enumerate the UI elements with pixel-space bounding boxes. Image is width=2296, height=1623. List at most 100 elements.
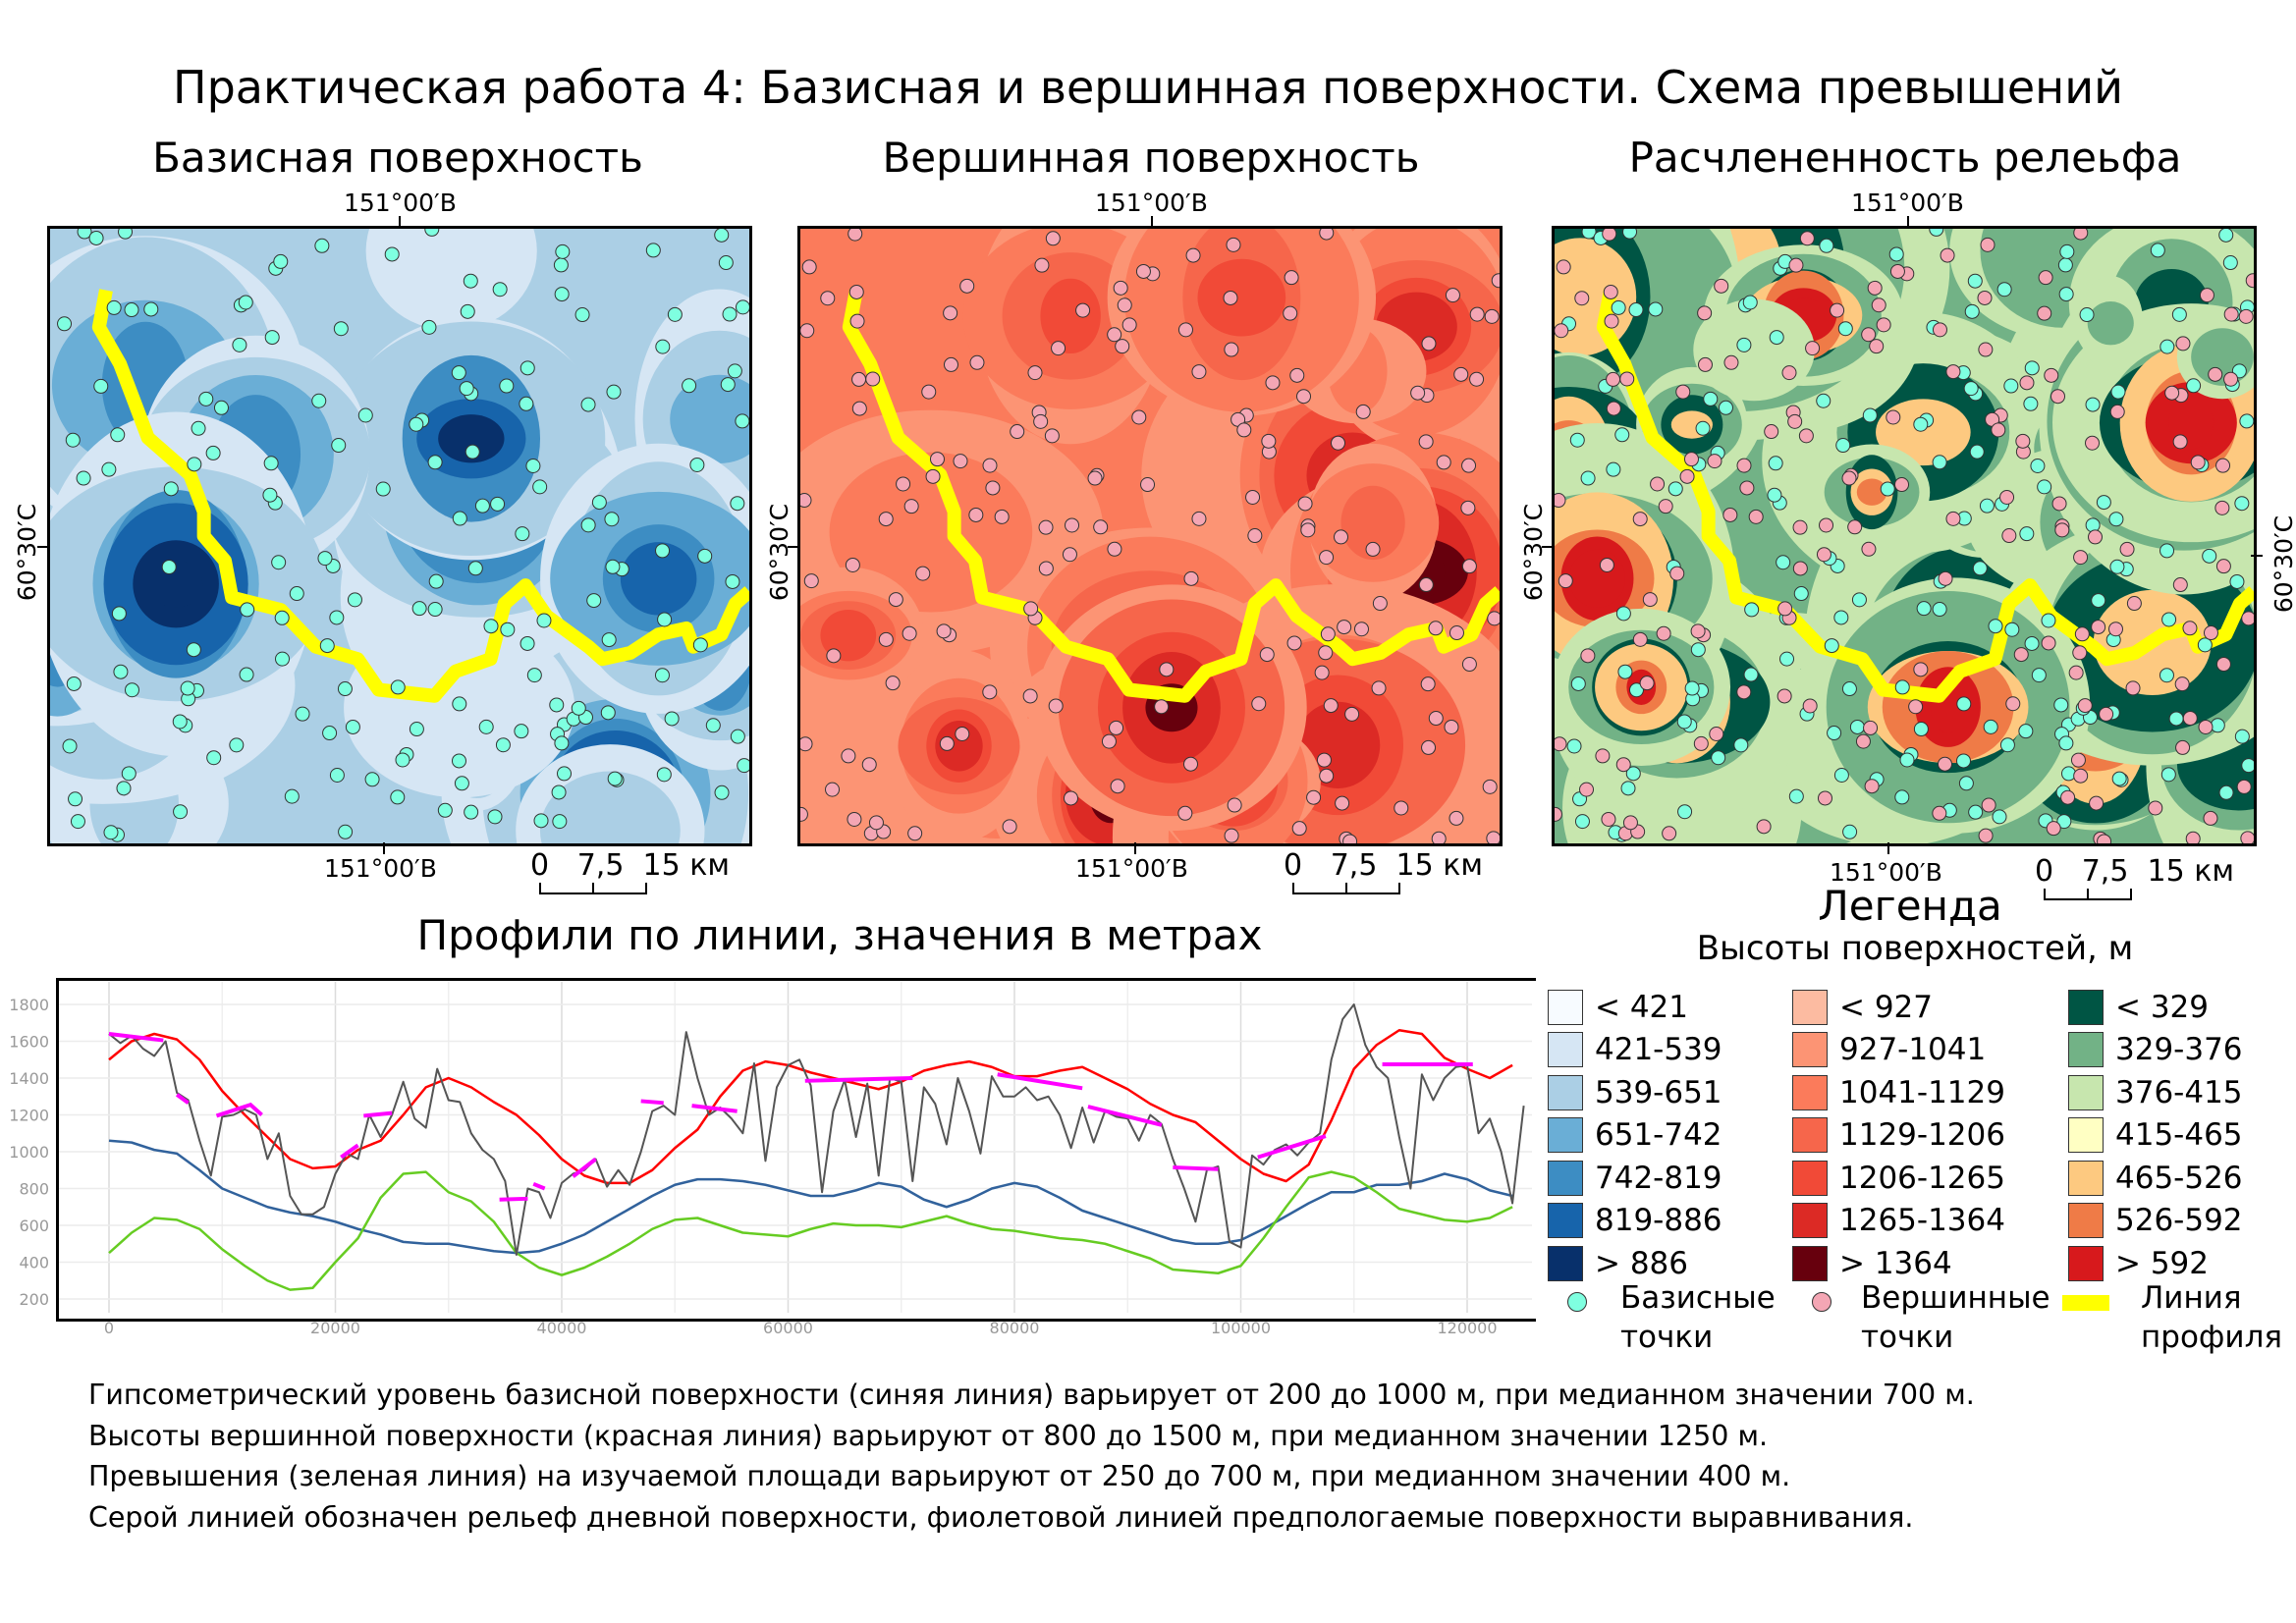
sample-point [2241, 758, 2254, 774]
map-relief[interactable] [1552, 226, 2257, 846]
sample-point [1062, 547, 1077, 563]
contour-zone [1568, 549, 1625, 608]
sample-point [1603, 284, 1618, 299]
sample-point [1614, 427, 1630, 443]
sample-point [2125, 680, 2141, 696]
contour-zone [1856, 478, 1887, 506]
y-tick-label: 1600 [9, 1033, 49, 1052]
sample-point [849, 313, 865, 329]
sample-point [1022, 688, 1038, 704]
legend-swatch [2068, 1203, 2104, 1239]
lon-label-top-base: 151°00′В [344, 189, 457, 217]
sample-point [331, 438, 347, 454]
sample-point [1418, 577, 1434, 593]
sample-point [1819, 238, 1834, 253]
sample-point [428, 573, 444, 589]
sample-point [1604, 313, 1619, 329]
sample-point [2015, 433, 2031, 449]
sample-point [2171, 306, 2187, 322]
sample-point [395, 752, 410, 768]
sample-point [1889, 263, 1905, 279]
sample-point [106, 299, 122, 315]
legend-label: < 421 [1595, 989, 1688, 1025]
sample-point [264, 330, 280, 346]
sample-point [314, 238, 330, 253]
sample-point [2107, 622, 2123, 637]
sample-point [390, 789, 406, 805]
profile-chart[interactable]: 200 400 600 800 1000 1200 1400 1600 1800 0 20000 4… [0, 972, 1542, 1345]
legend-item: 1129-1206 [1792, 1114, 2028, 1158]
sample-point [1183, 570, 1199, 586]
sample-point [311, 393, 327, 408]
sample-point [519, 360, 535, 376]
sample-point [1247, 528, 1263, 544]
sample-point [1742, 295, 1758, 310]
sample-point [1038, 519, 1054, 535]
profile-line [842, 289, 1500, 703]
sample-point [345, 719, 360, 734]
planation-surface-segment [997, 1072, 1083, 1091]
sample-point [848, 284, 864, 299]
sample-point [1888, 246, 1904, 262]
sample-point [452, 696, 467, 712]
sample-point [847, 811, 862, 827]
sample-point [2060, 789, 2076, 805]
legend-item: 1041-1129 [1792, 1071, 2028, 1114]
sample-point [1107, 541, 1122, 557]
planation-surface-segment [691, 1104, 738, 1113]
sample-point [2099, 706, 2114, 722]
sample-point [580, 397, 596, 412]
sample-point [1978, 342, 1994, 357]
legend-profile-line: Линия профиля [2141, 1278, 2282, 1357]
sample-point [1087, 470, 1103, 486]
sample-point [2097, 834, 2112, 843]
sample-point [1306, 789, 1322, 805]
sample-point [580, 517, 596, 533]
sample-point [1580, 648, 1596, 664]
y-tick-label: 1000 [9, 1143, 49, 1162]
sample-point [982, 684, 998, 700]
sample-point [2168, 711, 2184, 727]
planation-surface-segment [804, 1076, 913, 1083]
sample-point [600, 705, 616, 721]
sample-point [1622, 815, 1638, 831]
sample-point [1227, 797, 1242, 813]
map-title-relief: Расчлененность релеьфа [1628, 134, 2182, 182]
sample-point [2215, 559, 2231, 574]
sample-point [1908, 699, 1924, 715]
map-summit-surface[interactable] [797, 226, 1503, 846]
sample-point [826, 648, 842, 664]
sample-point [1615, 757, 1631, 773]
sample-point [1929, 229, 1944, 237]
lon-label-top-relief: 151°00′В [1851, 189, 1964, 217]
sample-point [198, 391, 214, 406]
sample-point [714, 229, 730, 243]
legend-summit-points: Вершинные точки [1861, 1278, 2050, 1357]
sample-point [1051, 341, 1066, 356]
sample-point [124, 682, 139, 698]
x-tick-label: 40000 [537, 1319, 587, 1337]
sample-point [1319, 768, 1335, 784]
sample-point [111, 606, 127, 622]
sample-point [1991, 422, 2006, 438]
sample-point [1224, 342, 1239, 357]
sample-point [1849, 719, 1865, 734]
x-tick-label: 60000 [763, 1319, 813, 1337]
sample-point [2161, 612, 2177, 627]
sample-point [229, 737, 245, 753]
sample-point [1932, 455, 1947, 470]
sample-point [424, 229, 440, 237]
sample-point [77, 229, 92, 240]
sample-point [555, 243, 571, 259]
sample-point [1736, 684, 1752, 700]
sample-point [1945, 364, 1961, 380]
sample-point [1428, 711, 1444, 727]
sample-point [1867, 280, 1883, 296]
sample-point [1978, 828, 1994, 843]
legend-swatch [1548, 1160, 1583, 1196]
sample-point [1191, 511, 1207, 526]
sample-point [851, 401, 867, 416]
y-axis-ticks: 200 400 600 800 1000 1200 1400 1600 1800 [9, 996, 49, 1309]
map-base-surface[interactable] [47, 226, 752, 846]
sample-point [2070, 752, 2086, 768]
